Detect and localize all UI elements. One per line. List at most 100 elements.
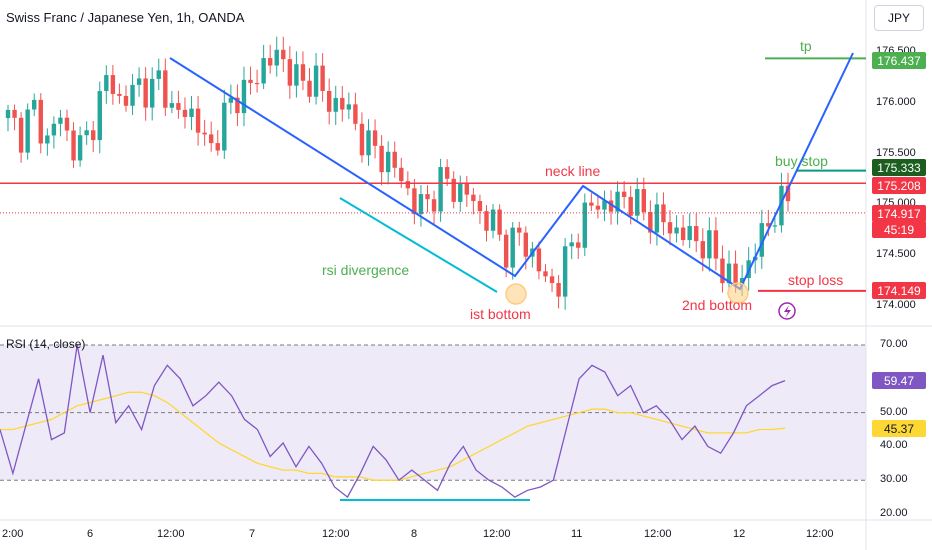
candle-body xyxy=(733,263,738,286)
candle-body xyxy=(641,189,646,213)
candle-body xyxy=(64,117,70,131)
candle-body xyxy=(241,79,247,114)
candle-body xyxy=(464,182,470,195)
candle-body xyxy=(523,232,529,257)
candle-body xyxy=(667,222,673,234)
rsi-tick-label: 50.00 xyxy=(880,405,908,418)
candle-body xyxy=(267,58,273,66)
divergence-line xyxy=(339,197,498,293)
candle-body xyxy=(372,130,378,146)
candle-body xyxy=(287,59,293,86)
candle-body xyxy=(307,80,312,97)
candle-body xyxy=(405,181,411,189)
candle-body xyxy=(189,108,194,117)
candle-body xyxy=(628,196,633,216)
time-tick-label: 12:00 xyxy=(483,528,511,540)
tp-label: tp xyxy=(800,38,812,54)
ist-bottom-label: ist bottom xyxy=(470,306,531,322)
candle-body xyxy=(104,75,109,92)
first-bottom-marker xyxy=(505,283,527,305)
candle-body xyxy=(471,194,476,202)
neck-line-price-tag: 175.208 xyxy=(872,177,926,194)
candle-body xyxy=(556,283,561,297)
neck-line-label: neck line xyxy=(545,163,601,179)
candle-body xyxy=(484,211,489,231)
rsi-ma-value-tag: 45.37 xyxy=(872,420,926,437)
price-tick-label: 175.500 xyxy=(876,146,916,159)
candle-body xyxy=(635,189,640,216)
overlay-group xyxy=(0,52,866,320)
candle-body xyxy=(261,58,266,84)
second-bottom-marker xyxy=(727,282,749,304)
candle-body xyxy=(412,188,417,215)
last-price-tag: 174.917 xyxy=(872,205,926,222)
tp-price-tag: 176.437 xyxy=(872,52,926,69)
candle-body xyxy=(51,123,57,136)
candle-body xyxy=(772,225,778,227)
price-tick-label: 174.000 xyxy=(876,299,916,311)
candle-body xyxy=(202,132,207,135)
currency-selector[interactable]: JPY xyxy=(874,5,924,31)
rsi-line xyxy=(0,344,786,499)
candle-body xyxy=(385,151,391,173)
candle-body xyxy=(549,276,555,284)
stop-loss-price-tag: 174.149 xyxy=(872,282,926,299)
candle-body xyxy=(490,209,496,231)
candle-body xyxy=(687,226,692,241)
candle-body xyxy=(130,84,135,106)
candle-body xyxy=(150,78,155,108)
candle-body xyxy=(45,135,50,144)
candle-body xyxy=(215,143,220,151)
candle-body xyxy=(726,263,732,284)
candle-body xyxy=(58,117,63,124)
rsi-ma-line xyxy=(0,391,786,481)
candle-body xyxy=(235,97,240,114)
chart-title: Swiss Franc / Japanese Yen, 1h, OANDA xyxy=(6,10,245,25)
buy-stop-label: buy stop xyxy=(775,153,828,169)
time-tick-label: 12:00 xyxy=(806,528,834,540)
candle-body xyxy=(326,90,332,112)
candle-body xyxy=(248,79,253,83)
candle-body xyxy=(333,97,338,112)
candle-body xyxy=(346,104,352,110)
candle-body xyxy=(707,230,712,259)
lightning-bolt-icon xyxy=(784,305,791,318)
candle-body xyxy=(418,194,424,215)
candle-body xyxy=(497,209,502,235)
candle-body xyxy=(648,212,653,233)
candle-body xyxy=(379,145,384,173)
candle-body xyxy=(569,242,574,247)
stop-loss-label: stop loss xyxy=(788,272,844,288)
candle-body xyxy=(562,246,568,297)
candle-body xyxy=(156,70,161,79)
rsi-tick-label: 20.00 xyxy=(880,507,908,519)
candle-body xyxy=(366,130,371,156)
candle-body xyxy=(5,109,11,119)
candle-body xyxy=(392,151,397,168)
candle-body xyxy=(700,241,705,259)
candle-body xyxy=(576,242,581,248)
candle-body xyxy=(38,99,43,144)
rsi-tick-label: 40.00 xyxy=(880,439,908,452)
time-tick-label: 11 xyxy=(571,528,583,540)
candle-body xyxy=(451,178,456,202)
candle-body xyxy=(543,271,548,277)
candle-body xyxy=(228,97,234,103)
second-bottom-label: 2nd bottom xyxy=(682,297,753,313)
candle-body xyxy=(582,202,588,248)
rsi-divergence-label: rsi divergence xyxy=(322,262,410,278)
price-tick-label: 176.000 xyxy=(876,95,916,108)
candle-body xyxy=(12,109,17,118)
candle-body xyxy=(766,223,771,227)
candle-body xyxy=(176,103,181,110)
candle-body xyxy=(615,191,620,212)
candle-body xyxy=(123,95,129,106)
candle-body xyxy=(359,123,365,156)
rsi-value-tag: 59.47 xyxy=(872,372,926,389)
time-tick-label: 2:00 xyxy=(2,528,24,540)
candle-body xyxy=(589,202,594,206)
candle-body xyxy=(595,205,601,210)
candle-body xyxy=(117,93,122,96)
candle-body xyxy=(353,104,358,124)
